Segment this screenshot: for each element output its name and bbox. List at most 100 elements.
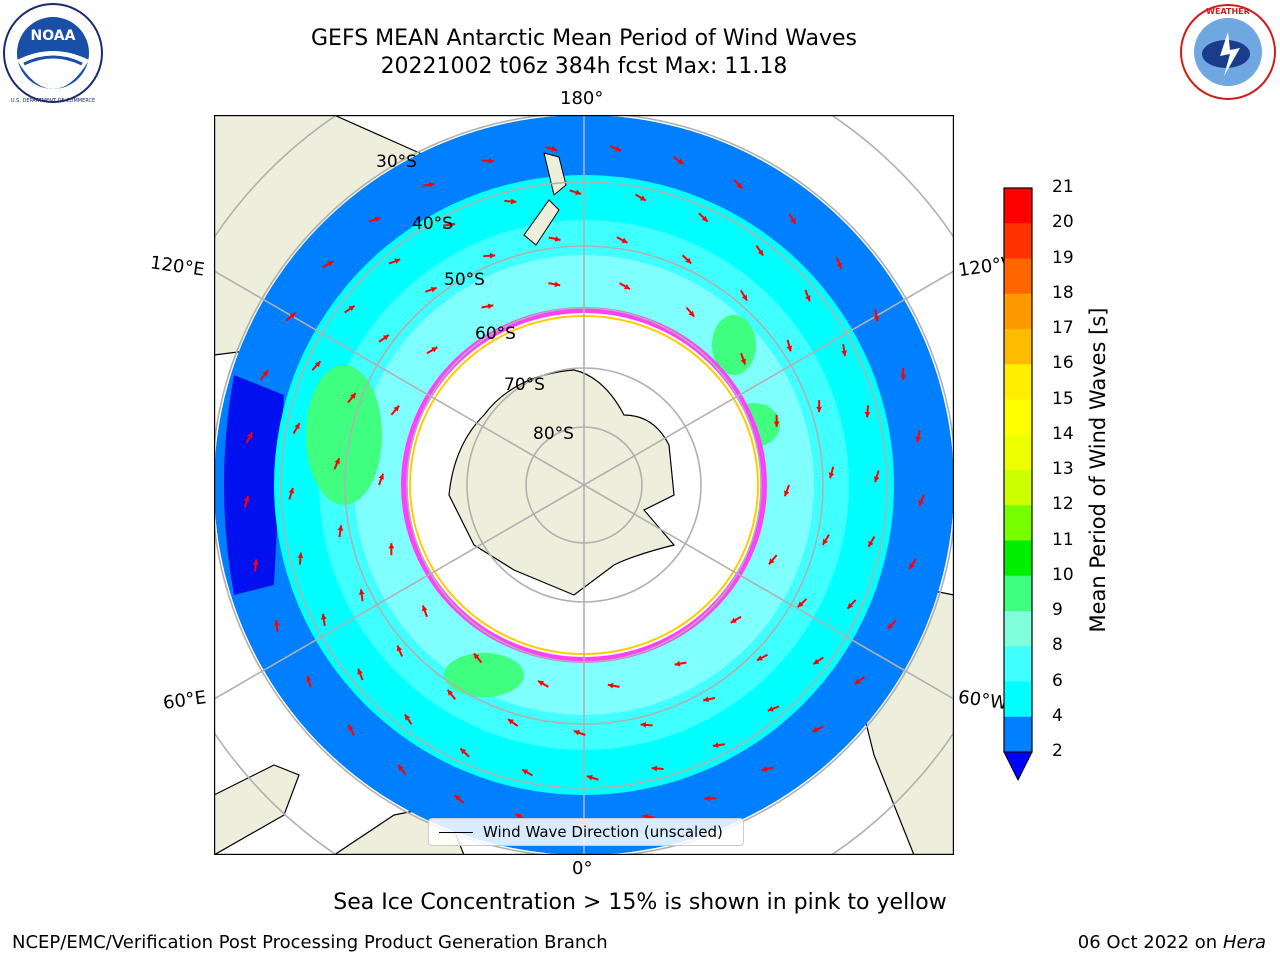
wind-arrow-head (337, 525, 344, 531)
wind-arrow-head (314, 361, 321, 368)
wind-arrow-head (703, 696, 709, 703)
wind-arrow-head (918, 499, 925, 506)
colorbar-tick-label: 19 (1052, 247, 1074, 268)
lon-label-60e: 60°E (161, 687, 208, 714)
colorbar-segment (1004, 575, 1032, 612)
lat-label-70s: 70°S (504, 375, 545, 395)
wind-arrow-head (614, 146, 621, 152)
antarctica-land (448, 369, 676, 596)
wind-arrow-head (252, 559, 259, 565)
lat-label-30s: 30°S (376, 152, 417, 172)
colorbar-title: Mean Period of Wind Waves [s] (1086, 307, 1110, 633)
wind-arrow-head (640, 722, 647, 728)
wind-arrow-head (805, 295, 811, 302)
wind-arrow-head (294, 423, 300, 430)
wind-arrow-head (297, 552, 304, 559)
wind-arrow-head (431, 347, 438, 353)
wind-arrow-head (841, 350, 848, 357)
colorbar-tick-label: 8 (1052, 635, 1063, 656)
wind-arrow-head (740, 358, 747, 365)
nws-logo: WEATHER (1180, 4, 1276, 100)
wind-arrow-head (378, 473, 385, 480)
colorbar-tick-label: 12 (1052, 494, 1074, 515)
wind-arrow-head (382, 334, 389, 341)
wind-arrow-head (510, 198, 517, 205)
wind-arrow-head (488, 158, 495, 164)
lat-label-80s: 80°S (533, 424, 574, 444)
wind-arrow-head (306, 675, 312, 682)
wind-arrow-head (816, 406, 823, 413)
colorbar-extend-arrow (1003, 751, 1033, 782)
noaa-logo: NOAA U.S. DEPARTMENT OF COMMERCE (3, 3, 103, 104)
wind-arrow-head (757, 249, 764, 256)
footer-host: Hera (1222, 932, 1266, 953)
wind-arrow-head (887, 623, 894, 630)
wind-arrow-head (773, 421, 780, 427)
lon-label-0: 0° (572, 858, 593, 879)
wind-arrow-head (761, 766, 768, 772)
wind-arrow-head (573, 730, 580, 736)
wind-arrow-head (334, 458, 340, 465)
svg-text:WEATHER: WEATHER (1206, 7, 1250, 16)
wind-arrow-head (688, 310, 695, 317)
wind-arrow-head (320, 613, 327, 620)
legend-line-swatch (439, 831, 473, 833)
wind-arrow-head (393, 405, 400, 412)
colorbar-segment (1004, 258, 1032, 295)
wind-arrow-head (685, 257, 692, 264)
wind-arrow-head (404, 714, 411, 721)
wind-arrow-head (398, 765, 404, 771)
lon-label-120e: 120°E (148, 252, 206, 281)
wind-arrow-head (828, 472, 835, 479)
colorbar-segment (1004, 681, 1032, 718)
wind-arrow-head (428, 181, 435, 188)
wind-arrow-head (350, 393, 356, 400)
wind-arrow-head (701, 215, 708, 222)
colorbar-segment (1004, 188, 1032, 224)
wind-arrow-head (786, 345, 793, 352)
colorbar-segment (1004, 223, 1032, 259)
wind-arrow-head (327, 261, 334, 267)
colorbar-segment (1004, 329, 1032, 365)
wind-arrow-head (873, 476, 880, 483)
colorbar-tick-label: 11 (1052, 529, 1074, 550)
legend-label: Wind Wave Direction (unscaled) (483, 823, 723, 841)
wind-arrow-head (454, 795, 461, 801)
wind-arrow-head (273, 620, 280, 626)
wind-arrow-head (430, 286, 437, 293)
wind-arrow-head (449, 221, 456, 228)
wind-arrow-head (741, 294, 748, 301)
wind-arrow-head (873, 315, 880, 322)
colorbar-tick-label: 9 (1052, 600, 1063, 620)
wind-arrow-head (864, 411, 871, 418)
map-legend: Wind Wave Direction (unscaled) (428, 818, 744, 846)
wind-arrow-head (357, 668, 363, 675)
colorbar-tick-label: 20 (1052, 212, 1074, 233)
colorbar-segment (1004, 434, 1032, 471)
footer-date-text: 06 Oct 2022 on (1077, 932, 1223, 953)
colorbar-tick-label: 15 (1052, 388, 1074, 409)
lon-label-180: 180° (560, 88, 604, 109)
colorbar-segment (1004, 364, 1032, 400)
wind-arrow-head (797, 601, 804, 608)
wind-arrow-head (704, 795, 710, 802)
wind-arrow-head (289, 312, 296, 319)
chart-subtitle: 20221002 t06z 384h fcst Max: 11.18 (380, 54, 788, 79)
colorbar-segment (1004, 505, 1032, 541)
footer-branch: NCEP/EMC/Verification Post Processing Pr… (12, 932, 608, 953)
svg-text:NOAA: NOAA (31, 28, 76, 44)
lat-label-40s: 40°S (412, 214, 453, 234)
wind-arrow-head (639, 195, 646, 201)
wind-arrow-head (836, 262, 842, 269)
wind-arrow-head (262, 370, 269, 377)
wind-arrow-head (677, 158, 684, 164)
wind-arrow-head (651, 765, 658, 772)
wind-arrow-head (554, 281, 561, 288)
chart-title: GEFS MEAN Antarctic Mean Period of Wind … (311, 26, 857, 51)
colorbar-tick-label: 13 (1052, 459, 1074, 479)
wind-arrow-head (621, 237, 628, 243)
wind-arrow-head (783, 490, 790, 497)
lat-label-50s: 50°S (444, 270, 485, 290)
wind-arrow-head (756, 655, 763, 661)
wind-arrow-head (909, 563, 915, 570)
